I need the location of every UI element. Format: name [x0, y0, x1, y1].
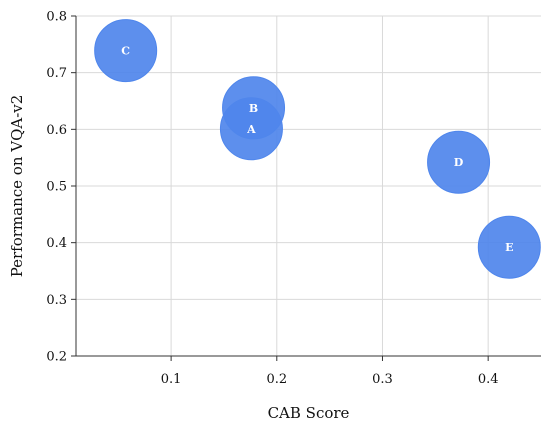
bubble-c: [94, 19, 158, 83]
bubble-label-d: D: [454, 156, 464, 169]
bubble-d: [427, 130, 491, 194]
x-tick-label: 0.4: [478, 372, 499, 387]
y-axis-title: Performance on VQA-v2: [8, 95, 26, 278]
bubble-label-e: E: [505, 241, 513, 254]
x-tick-label: 0.1: [161, 372, 182, 387]
tick-labels: 0.2 0.3 0.4 0.5 0.6 0.7 0.8 0.1 0.2 0.3 0.4: [46, 10, 498, 388]
grid: [76, 15, 541, 357]
y-tick-label: 0.8: [46, 10, 67, 25]
y-tick-label: 0.4: [46, 236, 67, 251]
y-tick-label: 0.6: [46, 123, 67, 138]
bubble-b: [222, 76, 286, 140]
x-tick-label: 0.3: [372, 372, 393, 387]
y-tick-label: 0.2: [46, 350, 67, 365]
x-axis-title: CAB Score: [268, 404, 350, 422]
x-tick-label: 0.2: [266, 372, 287, 387]
data-points: AB C D E: [94, 19, 541, 279]
y-tick-label: 0.7: [46, 66, 67, 81]
bubble-label-b: B: [249, 102, 258, 115]
y-tick-label: 0.5: [46, 180, 67, 195]
bubble-label-a: A: [246, 123, 256, 136]
bubble-e: [477, 215, 541, 279]
y-tick-label: 0.3: [46, 293, 67, 308]
bubble-label-c: C: [121, 45, 130, 58]
